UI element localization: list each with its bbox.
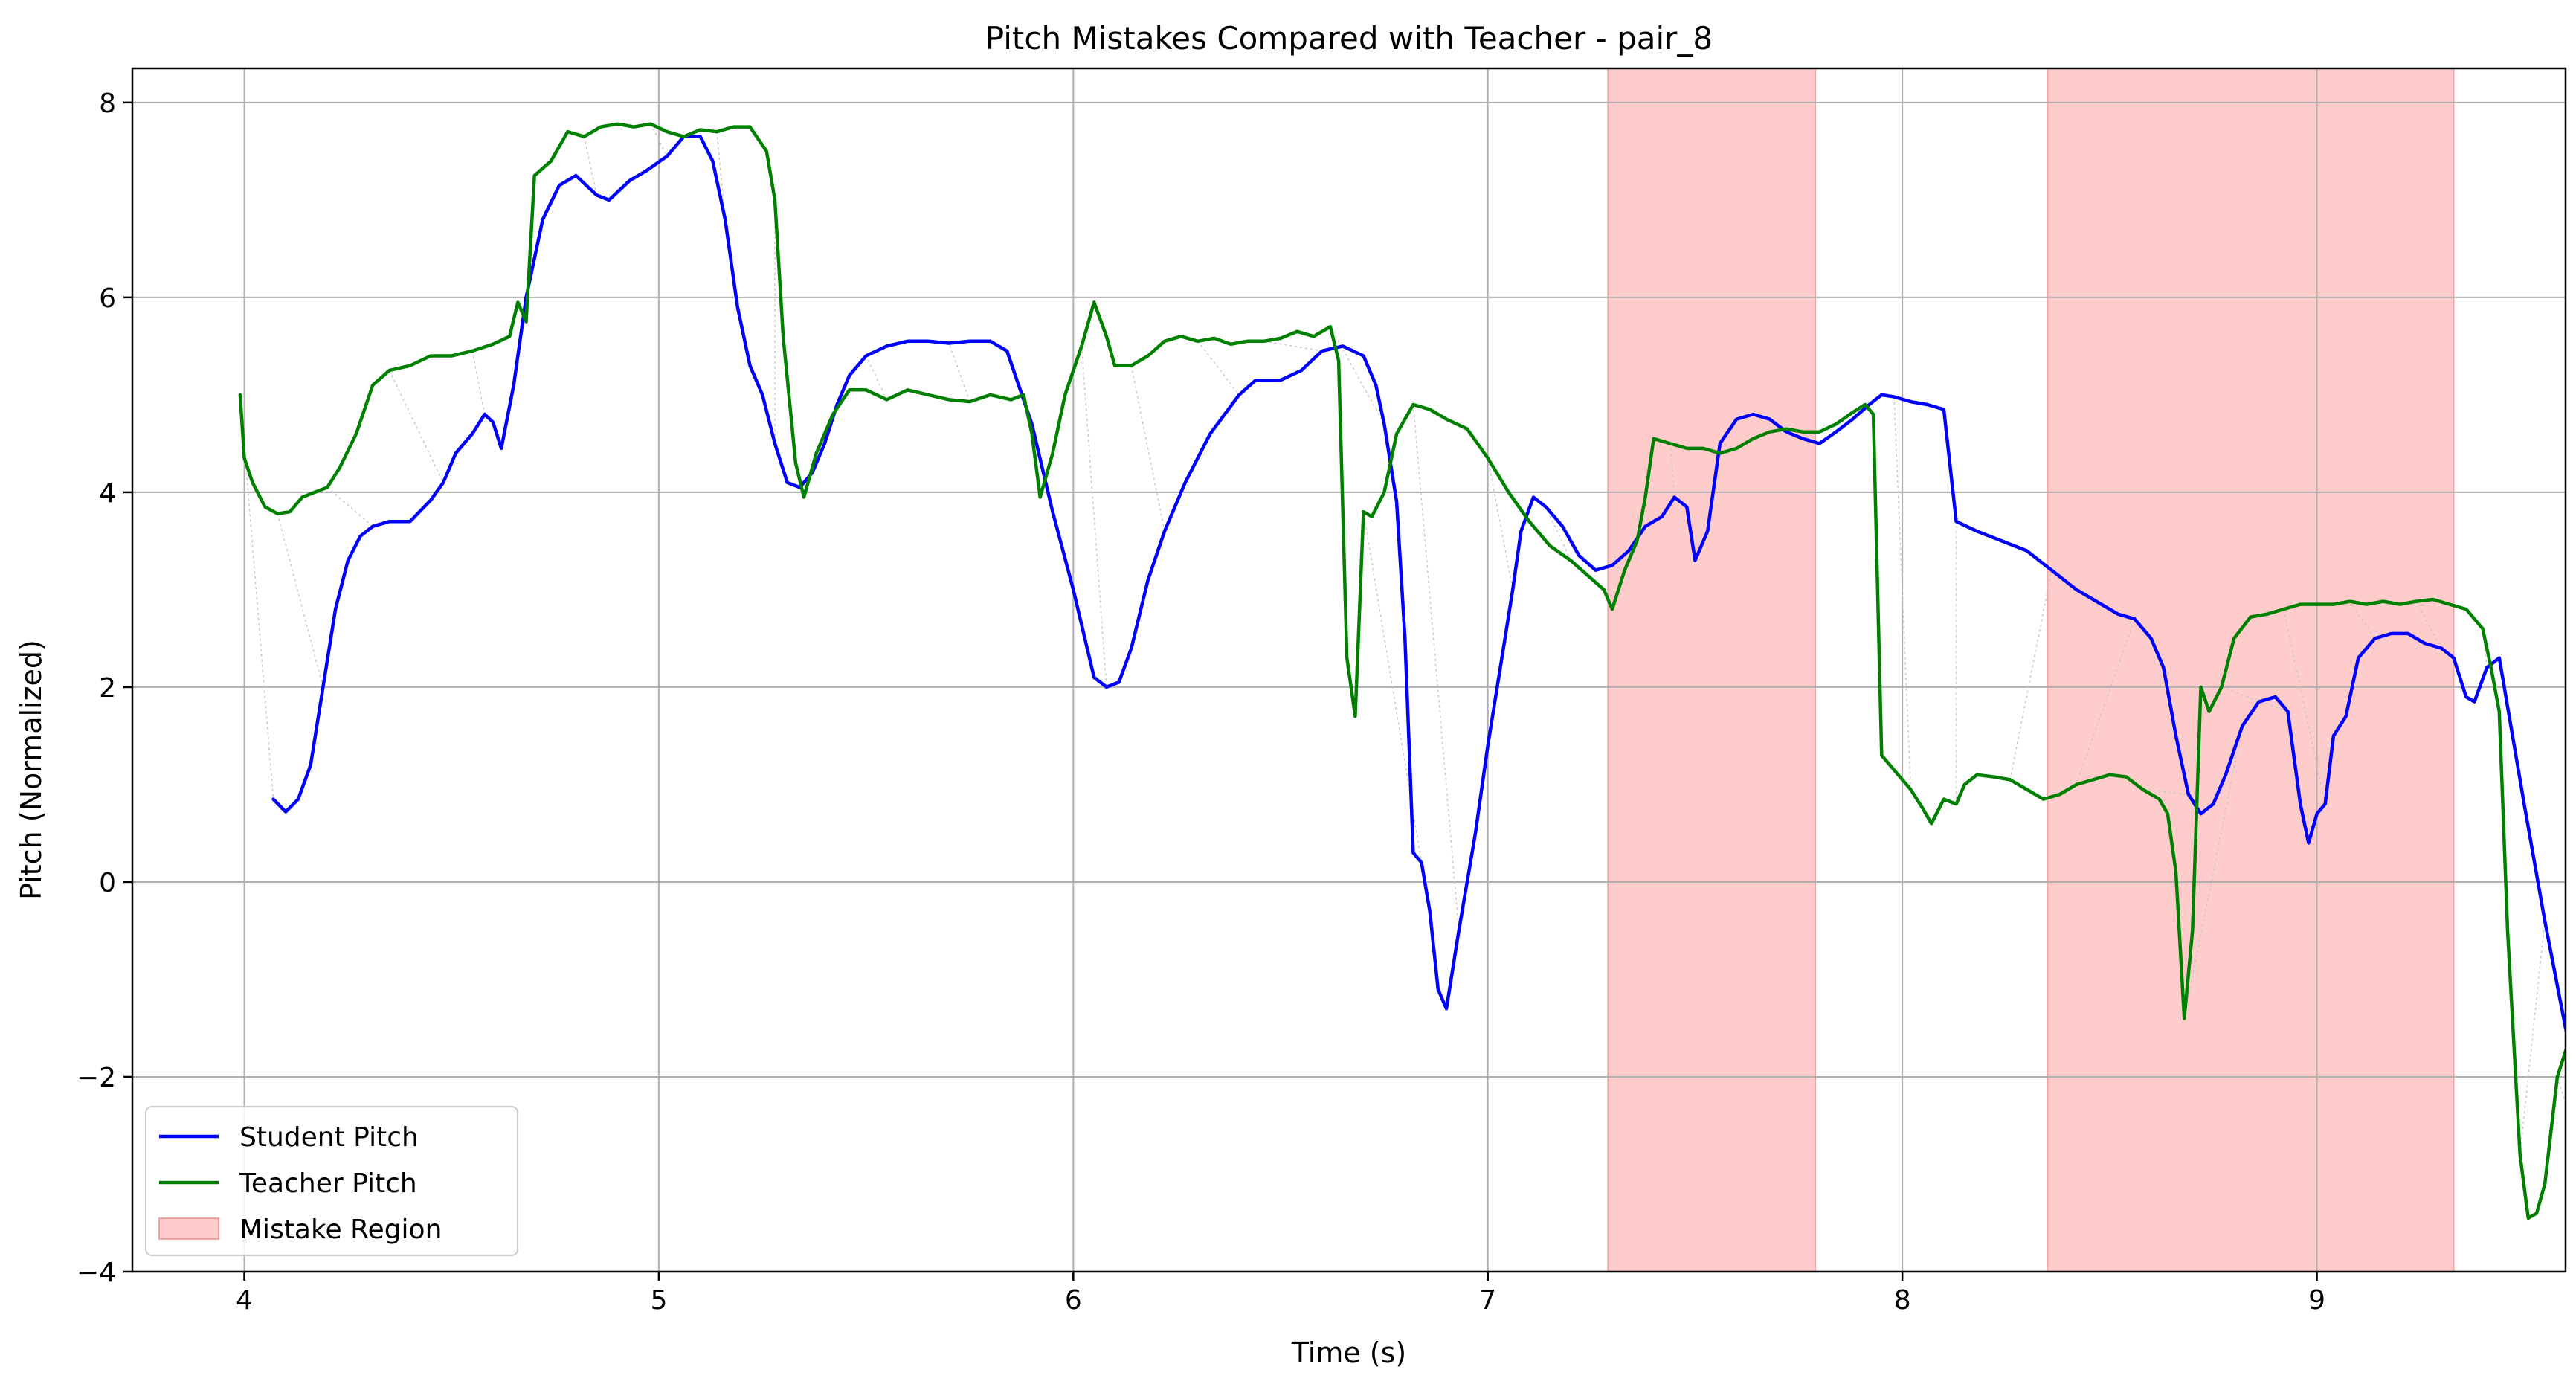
alignment-line [1487, 457, 1513, 591]
y-tick-label: 8 [99, 89, 116, 119]
alignment-line [2283, 608, 2326, 805]
alignment-line [1197, 341, 1240, 396]
alignment-line [2557, 1076, 2566, 1105]
alignment-line [1611, 564, 1625, 571]
axes-frame [131, 67, 2567, 1273]
teacher-pitch-line [238, 122, 2566, 1220]
legend-box [145, 1106, 518, 1256]
chart-title: Pitch Mistakes Compared with Teacher - p… [985, 20, 1713, 57]
alignment-line [2142, 788, 2189, 795]
x-tick-label: 5 [650, 1285, 667, 1316]
y-axis-label: Pitch (Normalized) [15, 640, 48, 900]
x-axis-label: Time (s) [1291, 1336, 1407, 1369]
mistake-region [2047, 68, 2455, 1272]
alignment-line [1130, 365, 1165, 532]
x-tick-label: 6 [1065, 1285, 1082, 1316]
alignment-line [2221, 686, 2288, 712]
alignment-line [2009, 570, 2052, 780]
legend-label: Mistake Region [239, 1214, 442, 1245]
legend-swatch [158, 1217, 219, 1240]
alignment-line [2415, 601, 2442, 649]
y-tick-label: 4 [99, 478, 116, 509]
alignment-line [2076, 618, 2136, 785]
alignment-line [277, 513, 324, 688]
plot-area: 4 5 6 7 8 9 −4 −2 0 2 4 6 8 Student Pitch Teacher Pitc… [77, 67, 2567, 1316]
y-tick-label: −4 [77, 1258, 116, 1288]
student-pitch-line [271, 135, 2566, 1037]
alignment-line [1669, 443, 1675, 498]
alignment-line [650, 123, 668, 157]
alignment-line [2349, 601, 2376, 639]
alignment-line [1263, 341, 1322, 352]
x-tick-label: 9 [2308, 1285, 2325, 1316]
alignment-line [1362, 511, 1423, 863]
y-tick-label: 2 [99, 673, 116, 704]
y-tick-label: 6 [99, 283, 116, 314]
legend-label: Teacher Pitch [239, 1168, 417, 1199]
mistake-region [1607, 68, 1817, 1272]
y-tick-label: −2 [77, 1063, 116, 1093]
x-tick-label: 7 [1479, 1285, 1496, 1316]
legend-label: Student Pitch [239, 1122, 419, 1153]
x-tick-label: 4 [236, 1285, 253, 1316]
x-tick-label: 8 [1894, 1285, 1911, 1316]
alignment-line [716, 132, 726, 220]
y-tick-label: 0 [99, 868, 116, 898]
alignment-line [471, 350, 486, 415]
